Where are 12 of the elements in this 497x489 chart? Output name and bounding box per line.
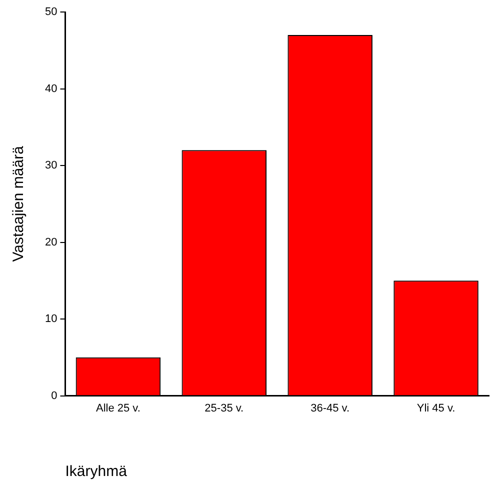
y-tick-label: 0	[51, 390, 58, 402]
x-tick-label: 25-35 v.	[204, 402, 244, 414]
y-tick-label: 20	[44, 236, 58, 248]
x-axis-title: Ikäryhmä	[65, 463, 128, 480]
y-axis-title: Vastaajien määrä	[10, 145, 28, 262]
y-tick-label: 50	[44, 6, 58, 18]
x-tick-label: 36-45 v.	[310, 402, 350, 414]
x-tick-label: Yli 45 v.	[416, 402, 456, 414]
y-tick-label: 30	[44, 160, 58, 172]
y-tick-label: 10	[44, 313, 58, 326]
y-tick-label: 40	[44, 82, 58, 95]
x-tick-label: Alle 25 v.	[96, 402, 140, 414]
